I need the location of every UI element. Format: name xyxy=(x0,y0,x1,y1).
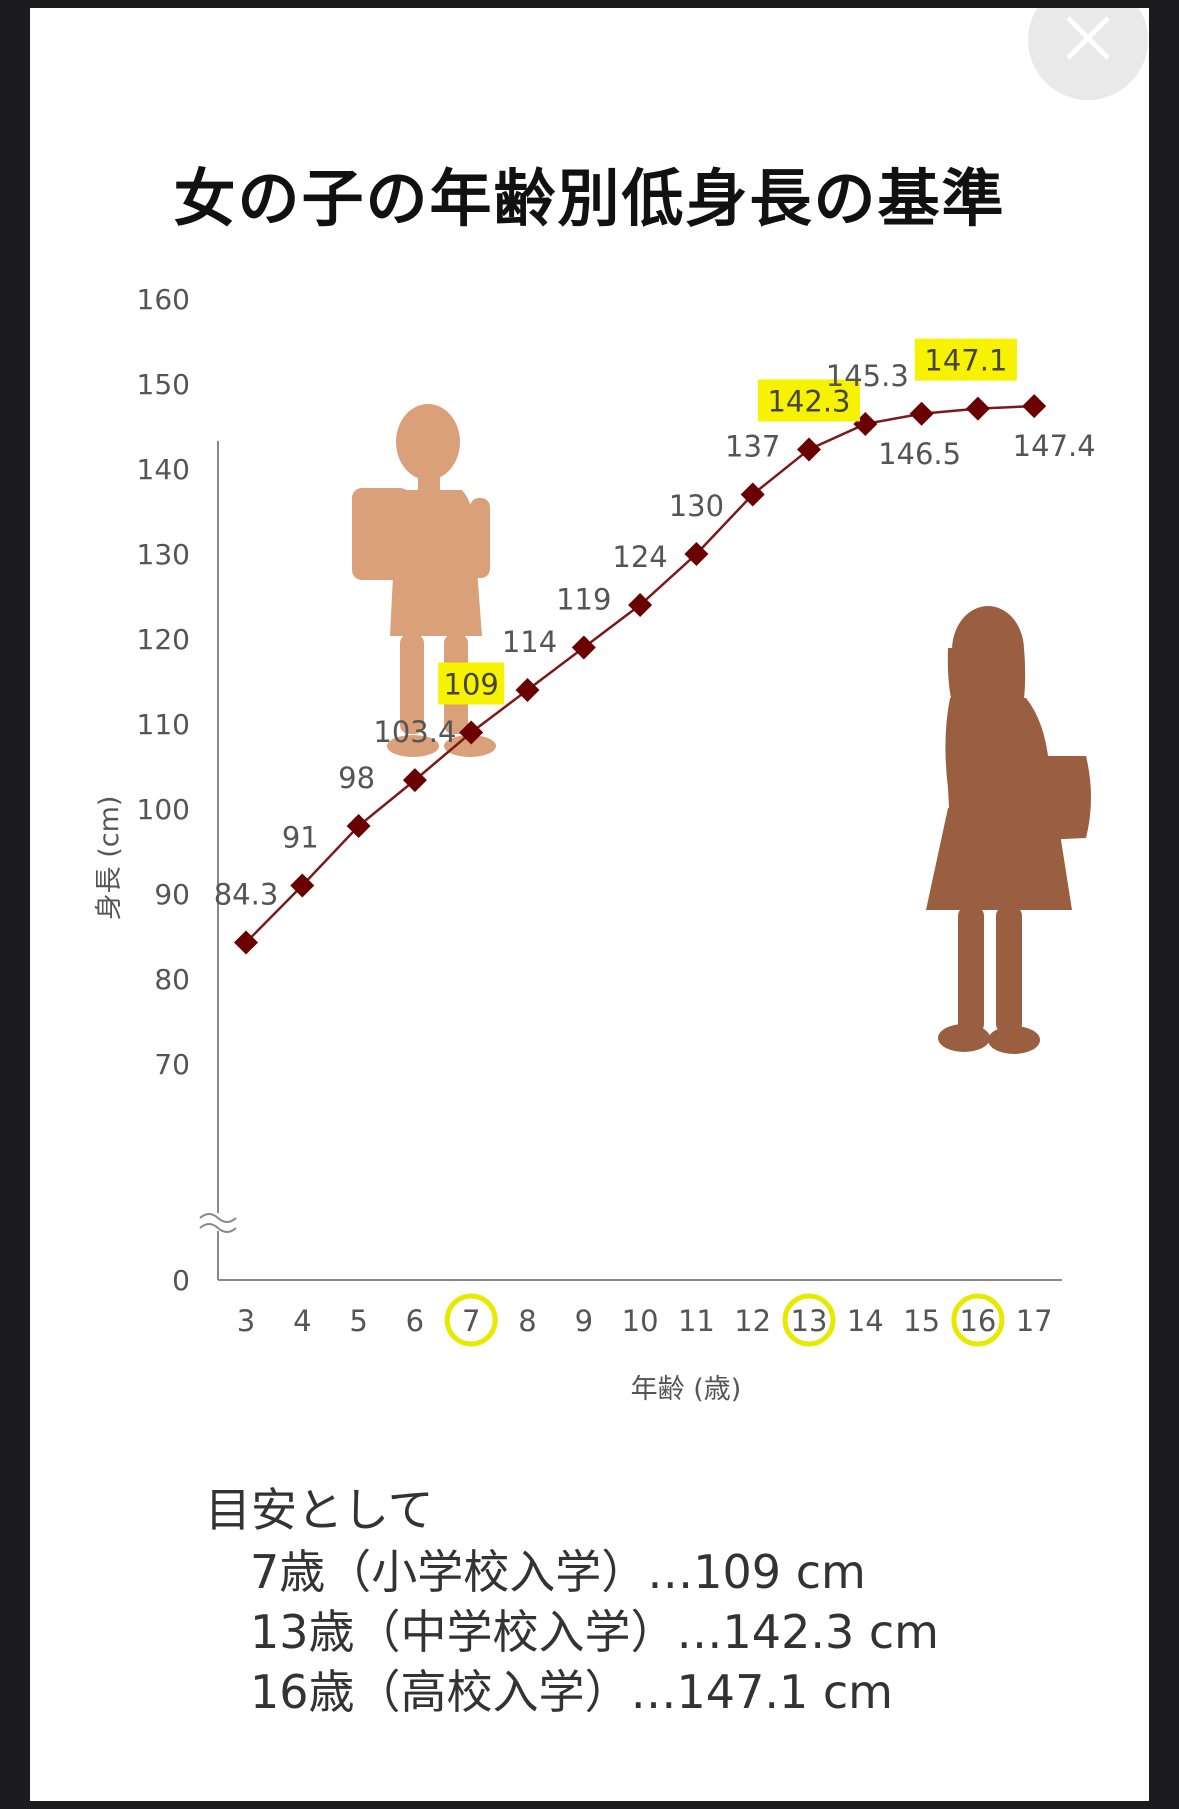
y-tick-label: 120 xyxy=(137,623,190,656)
data-point[interactable] xyxy=(515,678,540,702)
note-line-high-school: 16歳（高校入学）…147.1 cm xyxy=(250,1665,893,1719)
y-tick-label: 130 xyxy=(137,538,190,571)
data-label: 137 xyxy=(725,430,780,464)
chart-card: 女の子の年齢別低身長の基準 0 70 80 90 100 110 120 130 140 xyxy=(30,8,1149,1801)
x-tick-label: 5 xyxy=(349,1304,367,1338)
x-tick-label: 10 xyxy=(622,1304,659,1338)
axis-break-mark xyxy=(199,1223,237,1233)
x-tick-label: 12 xyxy=(734,1304,771,1338)
data-point[interactable] xyxy=(684,542,709,566)
data-point[interactable] xyxy=(628,593,653,617)
data-label: 146.5 xyxy=(878,437,961,471)
series-line xyxy=(245,404,1035,944)
y-tick-label: 70 xyxy=(154,1048,190,1081)
data-point[interactable] xyxy=(402,768,427,793)
data-label: 130 xyxy=(669,489,724,523)
data-point[interactable] xyxy=(740,482,765,507)
notes-heading: 目安として xyxy=(205,1483,434,1537)
x-tick-label: 8 xyxy=(518,1304,536,1338)
data-label: 119 xyxy=(556,583,611,617)
x-tick-label: 11 xyxy=(678,1304,715,1338)
y-tick-label: 0 xyxy=(172,1264,190,1297)
data-point[interactable] xyxy=(346,814,371,838)
axis-break-mark xyxy=(199,1213,237,1223)
data-label: 109 xyxy=(444,668,499,702)
y-tick-label: 160 xyxy=(137,283,190,316)
axis-break-gap xyxy=(198,1213,238,1231)
reference-notes: 目安として 7歳（小学校入学）…109 cm 13歳（中学校入学）…142.3 … xyxy=(205,1480,939,1722)
x-tick-label: 3 xyxy=(237,1304,255,1338)
note-line-junior-high: 13歳（中学校入学）…142.3 cm xyxy=(250,1605,939,1659)
y-tick-label: 140 xyxy=(137,453,190,486)
data-point[interactable] xyxy=(909,401,934,426)
x-axis-title: 年齢 (歳) xyxy=(631,1374,742,1405)
data-label: 98 xyxy=(338,761,375,795)
data-label: 142.3 xyxy=(767,384,850,418)
x-tick-label: 16 xyxy=(959,1304,996,1338)
x-tick-label: 9 xyxy=(575,1304,593,1338)
height-chart: 0 70 80 90 100 110 120 130 140 150 160 3 4 5 6 7 8 9 10 11 1… xyxy=(94,283,1096,1405)
data-label: 145.3 xyxy=(826,359,909,393)
x-tick-label: 17 xyxy=(1016,1304,1053,1338)
x-tick-label: 13 xyxy=(791,1304,828,1338)
data-point[interactable] xyxy=(459,720,484,745)
y-axis-title: 身長 (cm) xyxy=(94,796,125,921)
close-button[interactable] xyxy=(1028,8,1148,100)
data-label: 147.1 xyxy=(924,344,1007,378)
y-tick-label: 100 xyxy=(137,793,190,826)
data-label: 84.3 xyxy=(214,877,279,911)
data-point[interactable] xyxy=(290,873,315,898)
data-point[interactable] xyxy=(797,437,821,462)
data-label: 147.4 xyxy=(1013,429,1096,463)
data-label: 124 xyxy=(612,540,667,574)
data-label-highlight xyxy=(438,662,505,705)
data-label-highlight xyxy=(914,338,1017,381)
data-point[interactable] xyxy=(571,635,596,660)
x-tick-highlight-circle xyxy=(951,1293,1005,1347)
y-tick-label: 150 xyxy=(137,368,190,401)
data-label: 91 xyxy=(282,821,319,855)
x-tick-label: 6 xyxy=(406,1304,424,1338)
x-tick-highlight-circle xyxy=(782,1293,836,1347)
x-tick-label: 7 xyxy=(462,1304,480,1338)
x-tick-label: 4 xyxy=(293,1304,311,1338)
x-tick-label: 15 xyxy=(903,1304,940,1338)
data-point[interactable] xyxy=(1022,394,1047,419)
y-tick-label: 90 xyxy=(154,878,190,911)
schoolgirl-silhouette-icon xyxy=(352,404,496,757)
x-tick-label: 14 xyxy=(847,1304,884,1338)
y-tick-label: 80 xyxy=(154,963,190,996)
data-point[interactable] xyxy=(234,930,258,955)
teen-girl-silhouette-icon xyxy=(926,606,1091,1054)
x-tick-highlight-circle xyxy=(444,1293,498,1347)
page-title: 女の子の年齢別低身長の基準 xyxy=(173,162,1006,235)
data-label-highlight xyxy=(758,379,860,422)
y-tick-label: 110 xyxy=(137,708,190,741)
data-label: 103.4 xyxy=(373,715,456,749)
note-line-elementary: 7歳（小学校入学）…109 cm xyxy=(250,1545,866,1599)
close-icon xyxy=(1066,16,1110,60)
data-label: 114 xyxy=(502,625,557,659)
data-point[interactable] xyxy=(965,396,990,421)
